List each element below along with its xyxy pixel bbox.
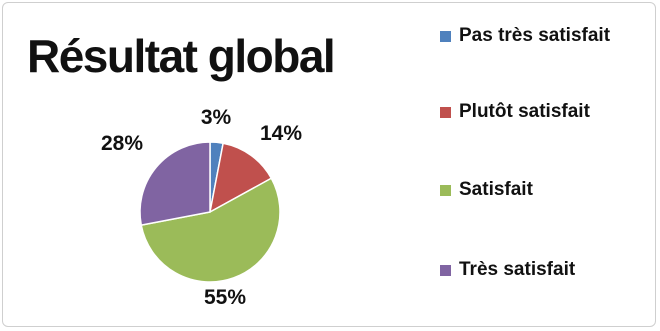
chart-frame: Résultat global [2, 2, 656, 327]
legend-swatch-3 [440, 185, 451, 196]
data-label-2: 14% [260, 122, 302, 145]
chart-title: Résultat global [27, 30, 336, 82]
legend-item-3: Satisfait [440, 176, 639, 203]
data-label-3: 55% [204, 286, 246, 309]
legend-item-2: Plutôt satisfait [440, 98, 639, 125]
data-label-1: 3% [201, 106, 232, 129]
legend-label-4: Très satisfait [459, 259, 576, 280]
legend-swatch-1 [440, 31, 451, 42]
pie-slice-2 [208, 142, 273, 214]
pie-slice-3 [140, 177, 281, 283]
legend-item-4: Très satisfait [440, 256, 639, 283]
legend-swatch-4 [440, 265, 451, 276]
legend-label-3: Satisfait [459, 179, 533, 200]
legend: Pas très satisfait Plutôt satisfait Satisf… [440, 22, 652, 302]
legend-item-1: Pas très satisfait [440, 22, 639, 49]
data-label-4: 28% [101, 132, 143, 155]
legend-swatch-2 [440, 107, 451, 118]
legend-label-1: Pas très satisfait [459, 25, 611, 46]
pie-slice-4 [139, 141, 211, 226]
legend-label-2: Plutôt satisfait [459, 101, 590, 122]
